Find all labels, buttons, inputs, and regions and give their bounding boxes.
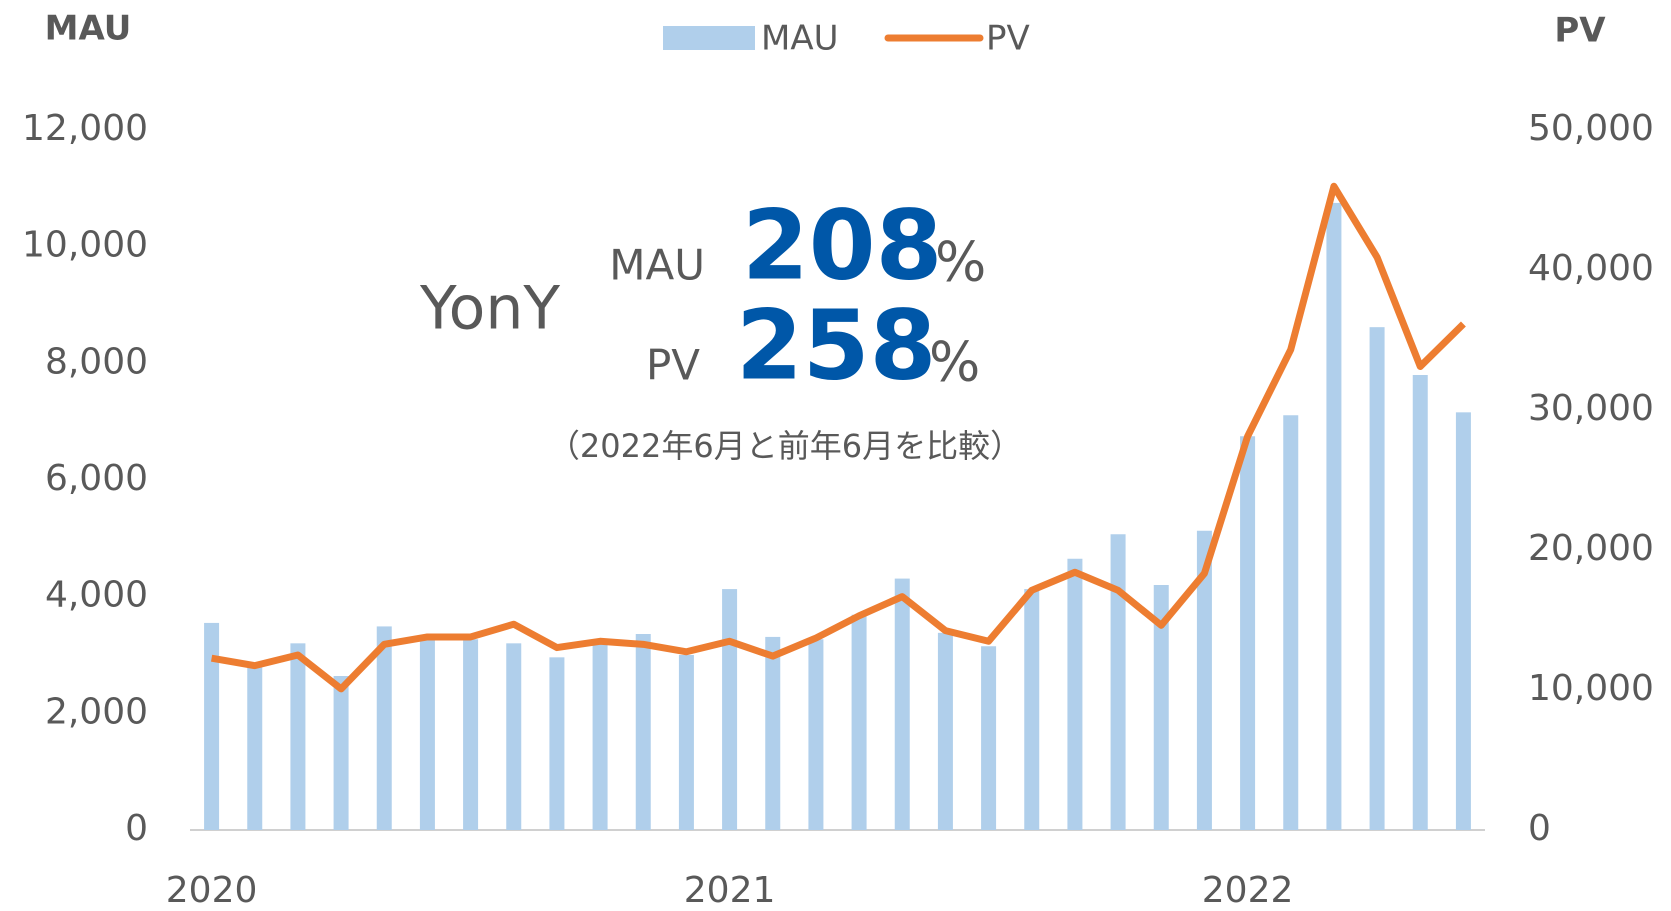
y-tick-label: 2,000 <box>45 691 148 732</box>
bar <box>1110 534 1126 830</box>
bar <box>808 639 824 830</box>
y2-tick-label: 40,000 <box>1528 248 1654 289</box>
x-tick-label: 2021 <box>684 870 776 911</box>
annotation-pv-value: 258 <box>736 289 936 401</box>
y-axis-title: MAU <box>45 9 132 49</box>
legend-swatch <box>663 26 755 50</box>
bar <box>592 641 608 830</box>
bar <box>506 643 522 830</box>
line <box>210 182 1466 693</box>
y-tick-label: 10,000 <box>22 225 148 266</box>
y2-tick-label: 50,000 <box>1528 108 1654 149</box>
x-tick-label: 2020 <box>166 870 258 911</box>
bar <box>247 666 263 830</box>
bar <box>981 646 997 830</box>
y-tick-label: 6,000 <box>45 458 148 499</box>
y2-tick-label: 0 <box>1528 808 1551 849</box>
bar <box>463 639 479 830</box>
bar <box>1369 327 1385 830</box>
x-tick-label: 2022 <box>1202 870 1294 911</box>
y2-tick-label: 30,000 <box>1528 388 1654 429</box>
legend-label: PV <box>986 19 1030 59</box>
bar <box>851 614 867 830</box>
bar <box>1455 412 1471 830</box>
y-tick-label: 12,000 <box>22 108 148 149</box>
annotation-yony: YonY <box>419 274 560 344</box>
bar <box>1412 375 1428 830</box>
bar <box>333 676 349 830</box>
y-tick-label: 4,000 <box>45 575 148 616</box>
bar <box>678 655 694 830</box>
bar <box>1153 585 1169 830</box>
bar <box>635 634 651 830</box>
y-tick-label: 0 <box>125 808 148 849</box>
bar <box>937 632 953 830</box>
y-tick-label: 8,000 <box>45 341 148 382</box>
annotation-mau-value: 208 <box>742 189 942 301</box>
annotation-mau-label: MAU <box>609 241 705 290</box>
bar <box>1024 589 1040 830</box>
y2-tick-label: 20,000 <box>1528 528 1654 569</box>
y2-axis-title: PV <box>1554 11 1606 51</box>
annotation-pv-unit: % <box>929 331 980 394</box>
bar <box>894 578 910 830</box>
bar <box>419 639 435 830</box>
bar <box>1283 415 1299 830</box>
bar <box>376 626 392 830</box>
bar <box>1240 436 1256 830</box>
bar <box>549 657 565 830</box>
bar <box>290 643 306 830</box>
bar <box>1196 530 1212 830</box>
legend-label: MAU <box>761 19 838 59</box>
bar <box>1067 558 1083 830</box>
bar <box>204 622 220 830</box>
annotation-note: （2022年6月と前年6月を比較） <box>548 427 1022 465</box>
bar <box>1326 202 1342 830</box>
annotation-mau-unit: % <box>935 231 986 294</box>
y2-tick-label: 10,000 <box>1528 668 1654 709</box>
bar <box>722 589 738 830</box>
bar <box>765 636 781 830</box>
annotation-pv-label: PV <box>646 341 700 390</box>
